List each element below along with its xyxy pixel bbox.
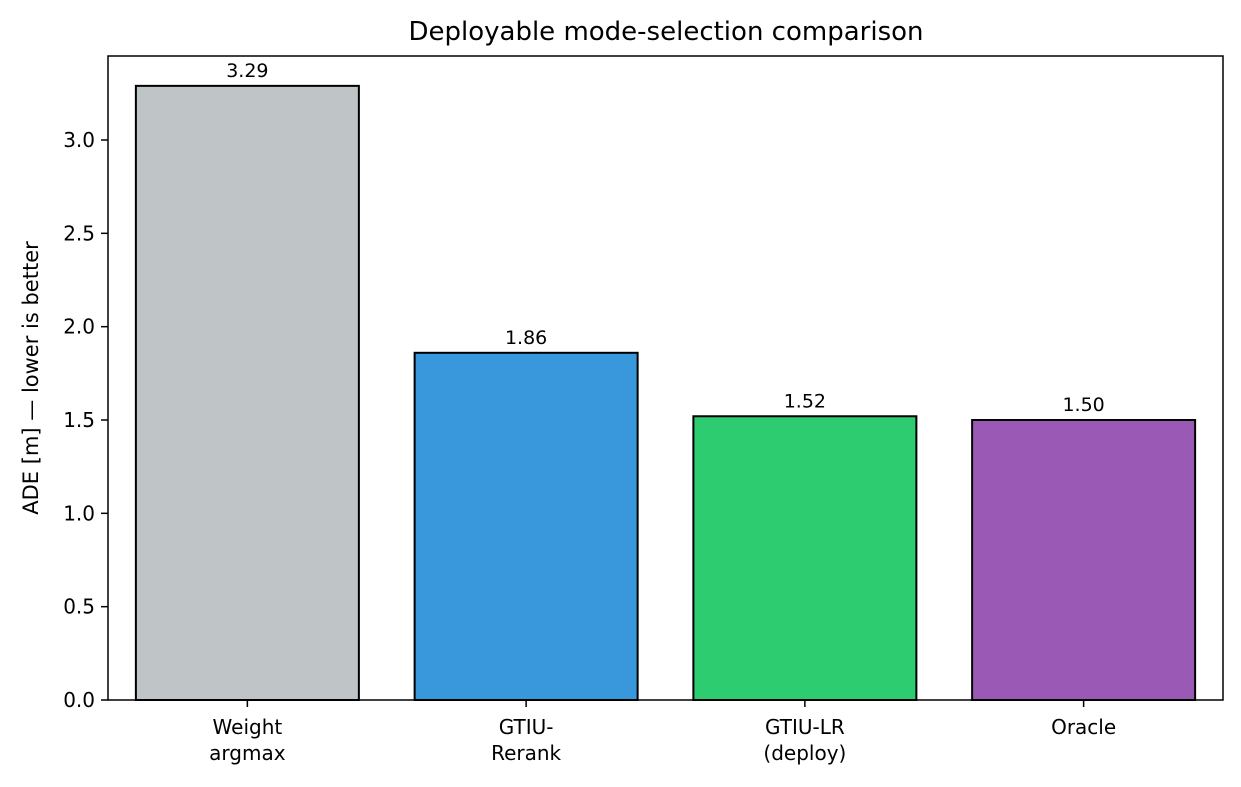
y-tick-label-3: 1.5 <box>63 408 95 432</box>
bar-0 <box>134 84 360 702</box>
x-tick-label-0: Weight argmax <box>209 715 286 765</box>
bar-value-label-3: 1.50 <box>1062 394 1104 416</box>
bar-value-labels: 3.29 1.86 1.52 1.50 <box>226 60 1105 416</box>
y-axis-ticks: 0.0 0.5 1.0 1.5 2.0 2.5 3.0 <box>63 128 108 712</box>
x-tick-label-3: Oracle <box>1051 715 1116 739</box>
y-tick-label-1: 0.5 <box>63 595 95 619</box>
y-tick-label-4: 2.0 <box>63 315 95 339</box>
y-tick-label-5: 2.5 <box>63 221 95 245</box>
y-tick-label-6: 3.0 <box>63 128 95 152</box>
chart-title: Deployable mode-selection comparison <box>408 17 923 47</box>
y-axis-label: ADE [m] — lower is better <box>19 241 43 515</box>
bar-value-label-2: 1.52 <box>784 390 826 412</box>
bars-group <box>134 84 1197 702</box>
bar-2 <box>692 415 918 701</box>
y-tick-label-2: 1.0 <box>63 501 95 525</box>
bar-value-label-0: 3.29 <box>226 60 268 82</box>
bar-1 <box>413 351 639 701</box>
x-tick-label-1: GTIU-Rerank <box>491 715 561 765</box>
plot-area-frame <box>107 55 1224 701</box>
y-tick-label-0: 0.0 <box>63 688 95 712</box>
bar-value-label-1: 1.86 <box>505 327 547 349</box>
x-tick-label-2: GTIU-LR (deploy) <box>763 715 846 765</box>
x-axis-ticks: Weight argmax GTIU-Rerank GTIU-LR (deploy) Or… <box>209 700 1116 765</box>
bar-3 <box>971 419 1197 701</box>
